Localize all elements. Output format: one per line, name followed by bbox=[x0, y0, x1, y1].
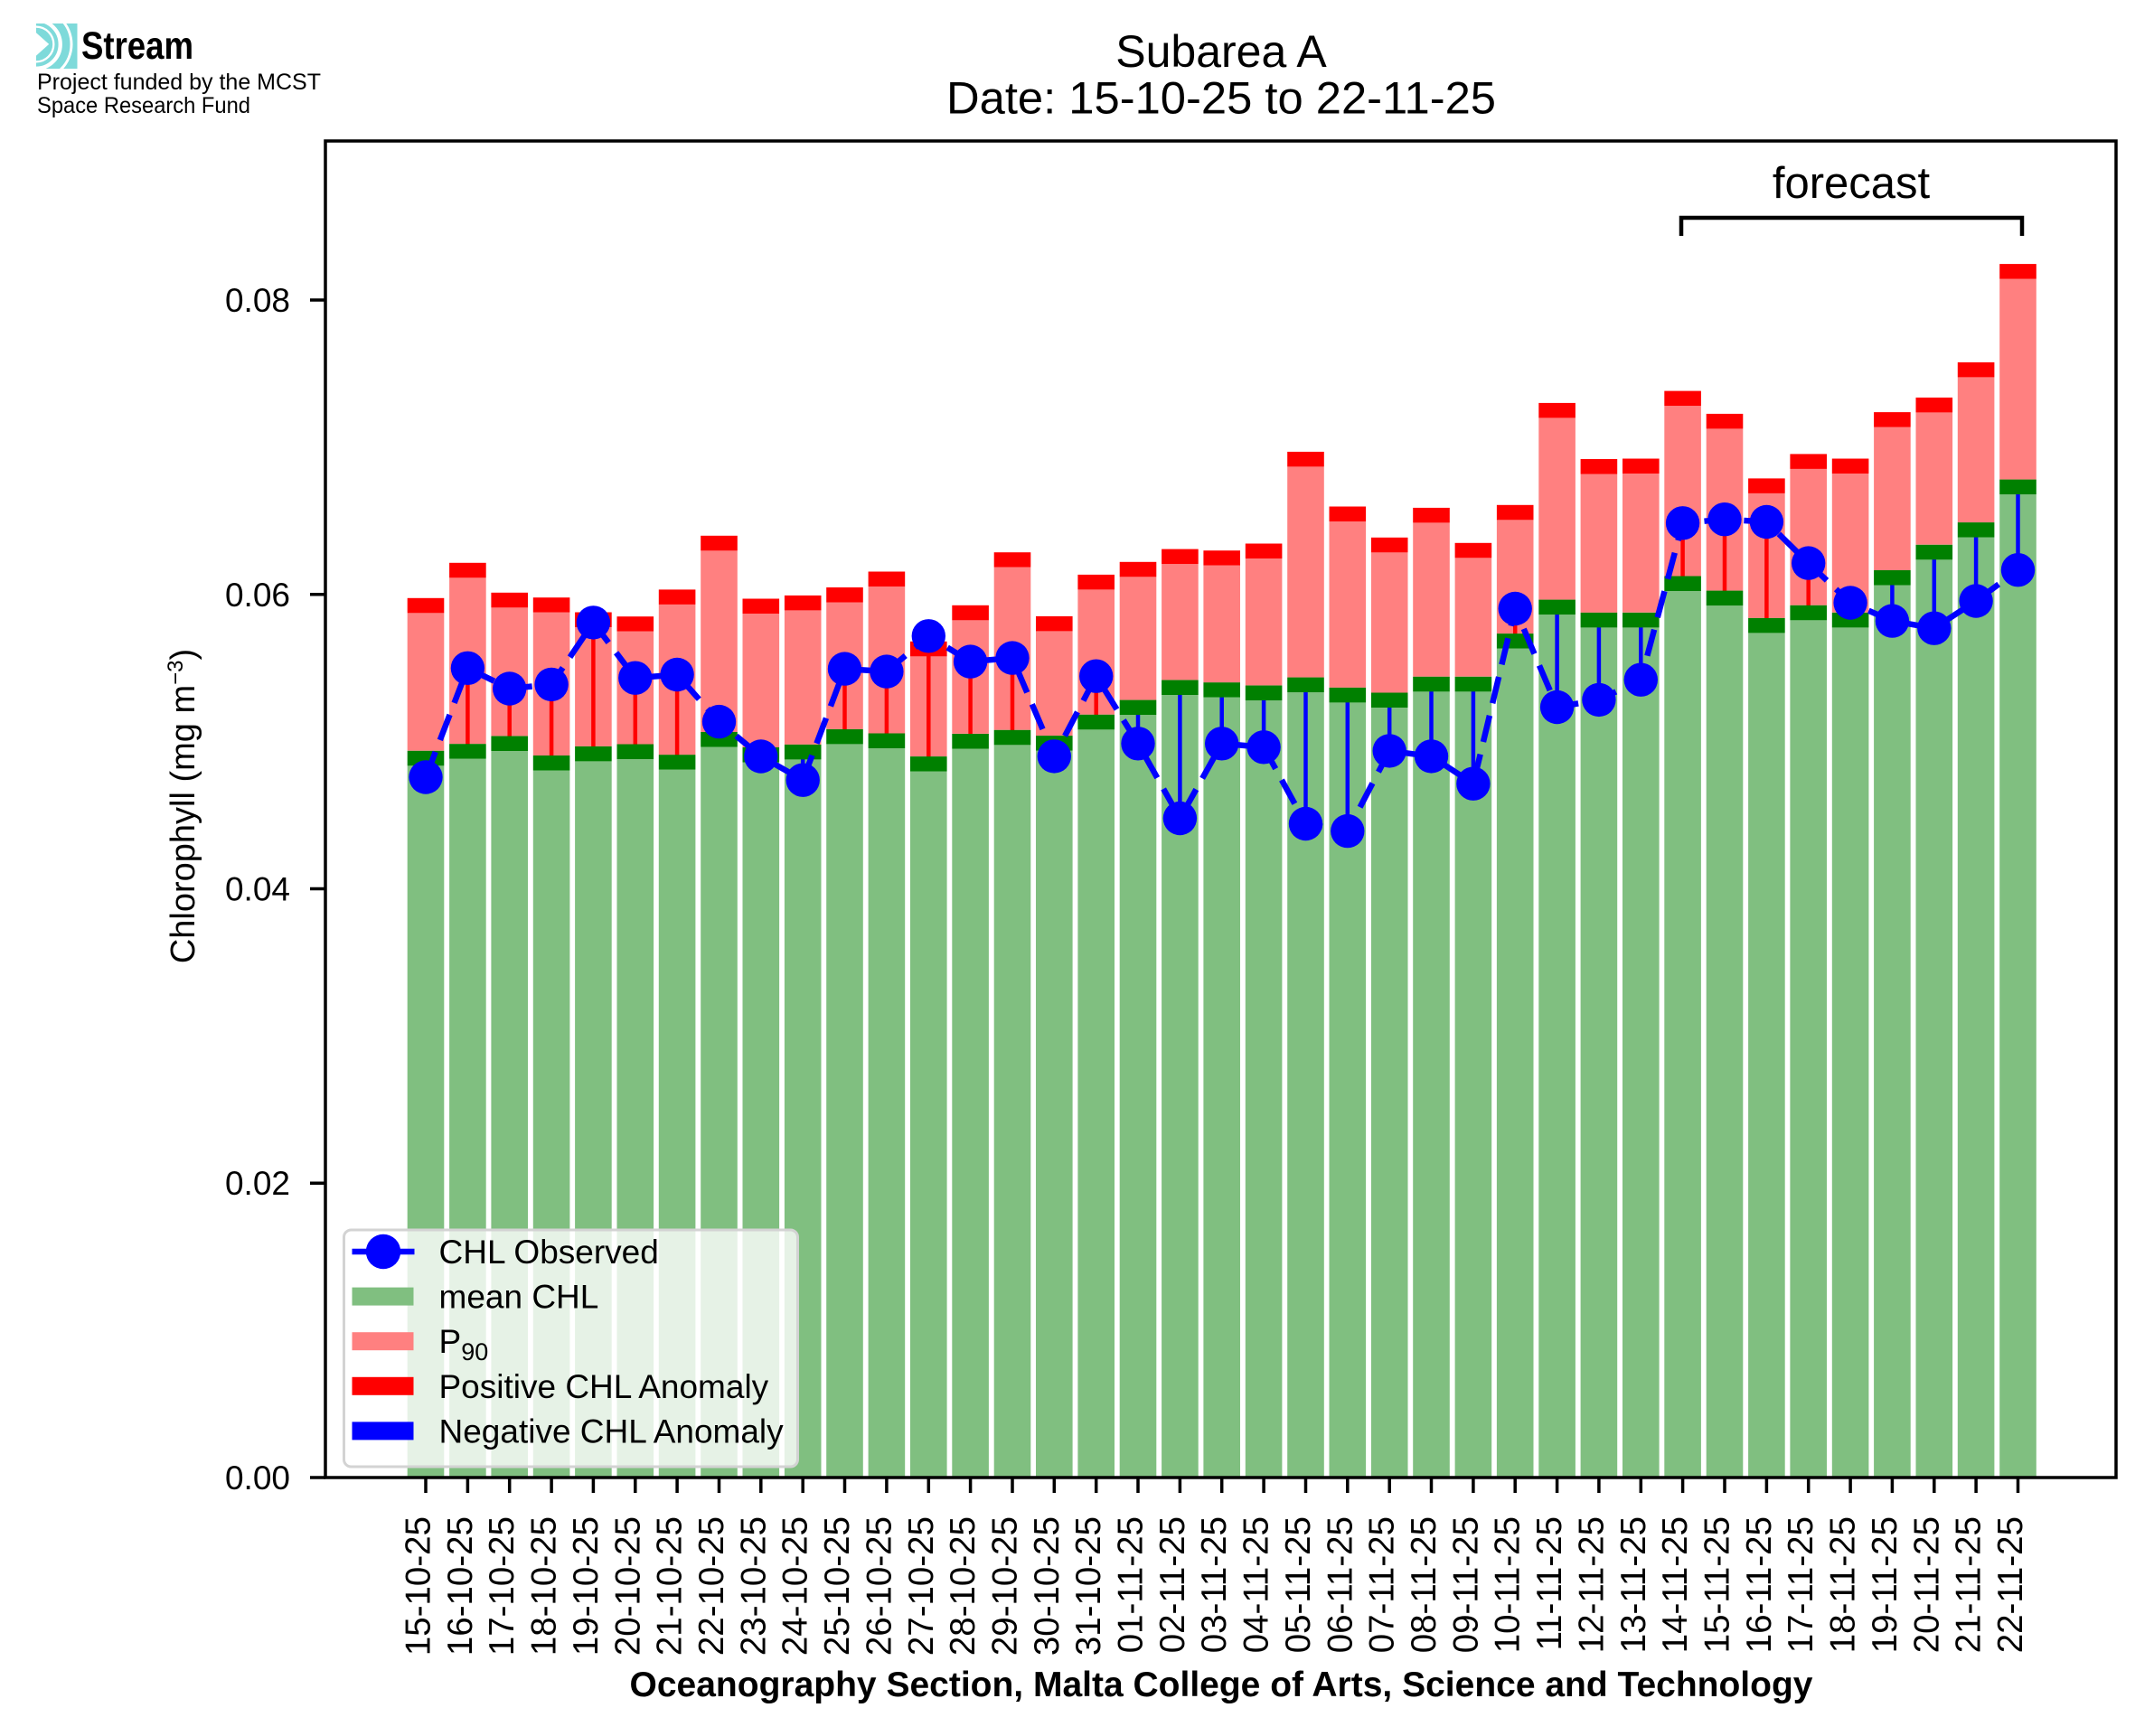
svg-text:31-10-25: 31-10-25 bbox=[1069, 1516, 1108, 1656]
svg-text:21-11-25: 21-11-25 bbox=[1950, 1516, 1989, 1653]
svg-text:Chlorophyll (mg m−3): Chlorophyll (mg m−3) bbox=[164, 649, 202, 963]
svg-text:06-11-25: 06-11-25 bbox=[1321, 1516, 1359, 1653]
svg-text:0.00: 0.00 bbox=[225, 1459, 290, 1497]
svg-text:12-11-25: 12-11-25 bbox=[1572, 1516, 1611, 1653]
svg-text:23-10-25: 23-10-25 bbox=[734, 1516, 773, 1656]
svg-text:19-11-25: 19-11-25 bbox=[1866, 1516, 1905, 1653]
svg-text:07-11-25: 07-11-25 bbox=[1363, 1516, 1402, 1653]
svg-text:30-10-25: 30-10-25 bbox=[1028, 1516, 1067, 1656]
svg-text:15-11-25: 15-11-25 bbox=[1698, 1516, 1737, 1653]
svg-text:04-11-25: 04-11-25 bbox=[1237, 1516, 1276, 1653]
svg-text:11-11-25: 11-11-25 bbox=[1530, 1516, 1569, 1650]
svg-text:mean CHL: mean CHL bbox=[439, 1279, 599, 1316]
svg-text:26-10-25: 26-10-25 bbox=[860, 1516, 898, 1656]
svg-text:20-10-25: 20-10-25 bbox=[608, 1516, 647, 1656]
svg-text:Project funded by the MCST: Project funded by the MCST bbox=[37, 70, 321, 95]
svg-text:Subarea A: Subarea A bbox=[1115, 26, 1327, 77]
svg-text:CHL Observed: CHL Observed bbox=[439, 1234, 659, 1271]
svg-text:21-10-25: 21-10-25 bbox=[651, 1516, 690, 1656]
svg-text:Oceanography Section, Malta Co: Oceanography Section, Malta College of A… bbox=[630, 1666, 1813, 1704]
svg-text:25-10-25: 25-10-25 bbox=[818, 1516, 857, 1656]
svg-text:14-11-25: 14-11-25 bbox=[1656, 1516, 1695, 1653]
svg-text:27-10-25: 27-10-25 bbox=[902, 1516, 941, 1656]
svg-text:Space Research Fund: Space Research Fund bbox=[37, 93, 250, 118]
svg-text:17-10-25: 17-10-25 bbox=[483, 1516, 522, 1656]
svg-text:Positive CHL Anomaly: Positive CHL Anomaly bbox=[439, 1368, 769, 1405]
svg-text:0.08: 0.08 bbox=[225, 282, 290, 319]
svg-text:15-10-25: 15-10-25 bbox=[400, 1516, 438, 1656]
svg-text:22-10-25: 22-10-25 bbox=[692, 1516, 731, 1656]
svg-text:28-10-25: 28-10-25 bbox=[944, 1516, 983, 1656]
svg-text:22-11-25: 22-11-25 bbox=[1991, 1516, 2030, 1653]
svg-text:18-11-25: 18-11-25 bbox=[1824, 1516, 1863, 1653]
svg-text:20-11-25: 20-11-25 bbox=[1907, 1516, 1946, 1653]
svg-text:Stream: Stream bbox=[81, 24, 193, 68]
svg-text:09-11-25: 09-11-25 bbox=[1446, 1516, 1485, 1653]
svg-text:03-11-25: 03-11-25 bbox=[1195, 1516, 1234, 1653]
svg-text:10-11-25: 10-11-25 bbox=[1489, 1516, 1528, 1653]
svg-text:17-11-25: 17-11-25 bbox=[1782, 1516, 1820, 1653]
svg-text:16-11-25: 16-11-25 bbox=[1740, 1516, 1779, 1653]
svg-text:13-11-25: 13-11-25 bbox=[1614, 1516, 1653, 1653]
svg-text:01-11-25: 01-11-25 bbox=[1112, 1516, 1151, 1653]
svg-text:29-10-25: 29-10-25 bbox=[986, 1516, 1025, 1656]
svg-text:forecast: forecast bbox=[1773, 159, 1931, 208]
svg-text:05-11-25: 05-11-25 bbox=[1279, 1516, 1318, 1653]
svg-text:Negative CHL Anomaly: Negative CHL Anomaly bbox=[439, 1412, 785, 1450]
svg-text:0.04: 0.04 bbox=[225, 871, 290, 908]
svg-text:19-10-25: 19-10-25 bbox=[567, 1516, 606, 1656]
svg-text:16-10-25: 16-10-25 bbox=[441, 1516, 480, 1656]
svg-text:24-10-25: 24-10-25 bbox=[776, 1516, 815, 1656]
svg-text:0.02: 0.02 bbox=[225, 1165, 290, 1202]
svg-text:Date: 15-10-25 to 22-11-25: Date: 15-10-25 to 22-11-25 bbox=[946, 73, 1496, 124]
svg-text:02-11-25: 02-11-25 bbox=[1153, 1516, 1192, 1653]
svg-text:0.06: 0.06 bbox=[225, 577, 290, 614]
svg-text:08-11-25: 08-11-25 bbox=[1405, 1516, 1444, 1653]
svg-text:18-10-25: 18-10-25 bbox=[525, 1516, 564, 1656]
